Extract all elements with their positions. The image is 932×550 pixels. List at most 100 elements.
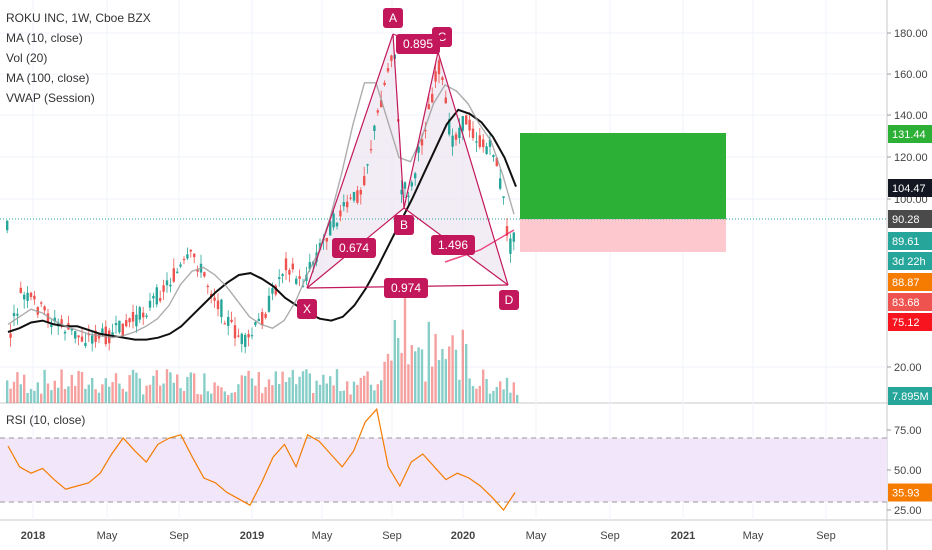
pattern-cd-line xyxy=(437,51,509,286)
time-axis-label: 2020 xyxy=(451,530,475,542)
price-axis-label: 180.00 xyxy=(894,28,928,40)
price-axis[interactable]: 180.00160.00140.00120.00100.0020.0075.00… xyxy=(887,28,928,517)
candle-body xyxy=(509,238,512,254)
candle-body xyxy=(264,313,267,318)
time-axis-label: 2019 xyxy=(240,530,264,542)
candle-body xyxy=(12,313,16,317)
candle-body xyxy=(165,280,169,286)
harmonic-pattern[interactable]: X A B C D 0.674 0.895 1.496 0.974 xyxy=(297,8,519,319)
volume-bar xyxy=(373,390,376,403)
price-badge-label: 89.61 xyxy=(892,236,920,248)
volume-bar xyxy=(9,388,12,403)
legend-vol[interactable]: Vol (20) xyxy=(6,51,48,65)
volume-bar xyxy=(488,393,492,403)
volume-bar xyxy=(91,378,94,403)
candle-body xyxy=(284,258,288,271)
candle-body xyxy=(383,82,386,85)
volume-bar xyxy=(70,374,73,403)
pattern-ratio-ac-label: 0.895 xyxy=(403,37,433,51)
time-axis-label: May xyxy=(312,530,333,542)
volume-bar xyxy=(495,387,498,403)
volume-bar xyxy=(26,393,29,403)
candle-body xyxy=(495,158,498,167)
candle-body xyxy=(162,285,165,292)
candle-body xyxy=(376,110,379,113)
time-axis[interactable]: 2018 May Sep 2019 May Sep 2020 May Sep 2021 May Sep xyxy=(21,530,836,542)
candle-body xyxy=(346,201,349,208)
candle-body xyxy=(223,323,226,325)
candle-body xyxy=(274,285,277,295)
candle-body xyxy=(454,134,458,140)
volume-bar xyxy=(189,372,192,403)
candle-body xyxy=(366,164,369,166)
candle-body xyxy=(138,307,141,320)
volume-bar xyxy=(33,390,36,403)
candle-body xyxy=(278,277,281,279)
candle-body xyxy=(131,312,135,322)
volume-bars xyxy=(6,295,519,403)
volume-bar xyxy=(261,393,264,403)
price-badge-bg xyxy=(888,387,932,405)
candle-body xyxy=(216,300,220,310)
candle-body xyxy=(448,119,451,135)
candle-body xyxy=(359,190,362,195)
rsi-legend[interactable]: RSI (10, close) xyxy=(6,413,86,427)
volume-bar xyxy=(40,393,43,403)
candle-body xyxy=(502,196,505,198)
volume-bar xyxy=(43,369,46,403)
price-badge-bg xyxy=(888,125,932,143)
candle-body xyxy=(465,115,468,125)
volume-bar xyxy=(288,377,291,403)
volume-bar xyxy=(111,382,114,403)
price-badge-bg xyxy=(888,210,932,228)
rsi-axis-label: 75.00 xyxy=(894,425,922,437)
candle-body xyxy=(50,323,53,328)
candle-body xyxy=(482,139,485,148)
stop-zone xyxy=(520,219,726,252)
candle-body xyxy=(434,71,437,82)
candle-body xyxy=(301,285,305,287)
pattern-point-b-label: B xyxy=(400,218,408,232)
volume-bar xyxy=(213,382,216,403)
candle-body xyxy=(424,130,427,132)
volume-bar xyxy=(393,319,396,403)
candle-body xyxy=(60,319,63,327)
candle-body xyxy=(291,263,294,270)
candle-body xyxy=(84,343,87,346)
candle-body xyxy=(257,318,260,322)
candle-body xyxy=(53,317,56,322)
candle-body xyxy=(213,297,216,301)
volume-bar xyxy=(148,384,152,403)
candle-body xyxy=(152,295,155,299)
candle-body xyxy=(227,316,230,326)
price-badge-label: 90.28 xyxy=(892,214,920,226)
candles xyxy=(6,54,515,354)
candle-body xyxy=(80,336,84,342)
candle-body xyxy=(458,127,461,138)
candle-body xyxy=(101,328,104,334)
candle-body xyxy=(373,125,376,131)
legend-ma10[interactable]: MA (10, close) xyxy=(6,31,83,45)
volume-bar xyxy=(359,377,362,403)
pattern-point-d-badge xyxy=(499,290,519,310)
legend-ma100[interactable]: MA (100, close) xyxy=(6,71,90,85)
volume-bar xyxy=(203,373,206,403)
volume-bar xyxy=(492,390,495,403)
candle-body xyxy=(6,220,9,231)
candle-body xyxy=(16,313,19,316)
volume-bar xyxy=(254,385,257,403)
legend-symbol[interactable]: ROKU INC, 1W, Cboe BZX xyxy=(6,11,151,25)
volume-bar xyxy=(407,364,410,403)
ma100-line xyxy=(7,108,517,341)
volume-bar xyxy=(516,394,519,403)
volume-bar xyxy=(233,392,237,403)
volume-bar xyxy=(380,380,383,403)
volume-bar xyxy=(352,381,356,403)
volume-bar xyxy=(53,380,56,403)
legend-vwap[interactable]: VWAP (Session) xyxy=(6,91,95,105)
volume-bar xyxy=(104,378,107,403)
candle-body xyxy=(499,178,502,189)
candle-body xyxy=(414,173,417,179)
candle-body xyxy=(63,331,67,334)
